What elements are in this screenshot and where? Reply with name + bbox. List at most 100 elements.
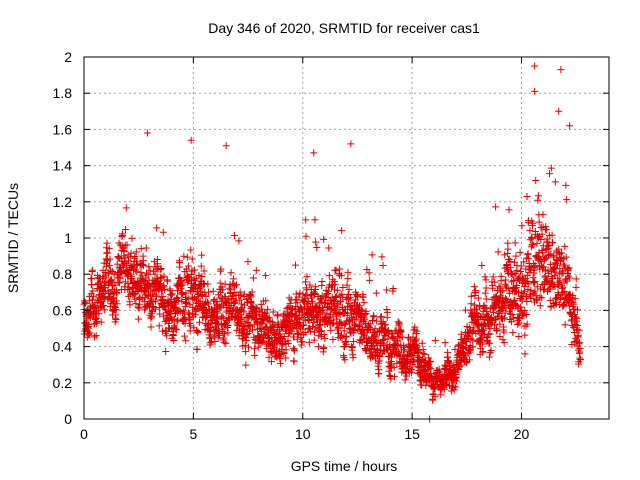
data-point (482, 276, 490, 284)
data-point (300, 321, 308, 329)
data-point (525, 280, 533, 288)
data-point (515, 319, 523, 327)
data-point (456, 363, 464, 371)
data-point (476, 303, 484, 311)
data-point (240, 308, 248, 316)
data-point (485, 353, 493, 361)
data-point (344, 268, 352, 276)
data-point (576, 344, 584, 352)
data-point (143, 129, 151, 137)
data-point (122, 225, 130, 233)
data-point (230, 299, 238, 307)
data-point (240, 290, 248, 298)
data-point (465, 356, 473, 364)
data-point (105, 261, 113, 269)
data-point (302, 216, 310, 224)
data-point (225, 314, 233, 322)
data-point (483, 308, 491, 316)
data-point (168, 290, 176, 298)
data-point (82, 299, 90, 307)
data-point (496, 320, 504, 328)
data-point (478, 261, 486, 269)
data-point (383, 308, 391, 316)
data-point (529, 274, 537, 282)
data-point (512, 269, 520, 277)
data-point (341, 320, 349, 328)
data-point (537, 236, 545, 244)
data-point (188, 255, 196, 263)
data-point (120, 247, 128, 255)
data-point (559, 289, 567, 297)
data-point (162, 347, 170, 355)
data-point (211, 337, 219, 345)
x-tick-label: 10 (295, 426, 311, 442)
data-point (539, 249, 547, 257)
data-point (530, 278, 538, 286)
data-point (449, 384, 457, 392)
data-point (351, 322, 359, 330)
data-point (496, 333, 504, 341)
data-point (503, 261, 511, 269)
data-point (237, 292, 245, 300)
data-point (109, 307, 117, 315)
data-point (509, 314, 517, 322)
data-point (205, 327, 213, 335)
data-point (193, 296, 201, 304)
data-point (575, 339, 583, 347)
data-point (508, 310, 516, 318)
data-point (241, 319, 249, 327)
data-point (312, 238, 320, 246)
data-point (164, 302, 172, 310)
data-point (411, 323, 419, 331)
data-point (453, 377, 461, 385)
data-point (394, 341, 402, 349)
data-point (132, 300, 140, 308)
data-point (112, 306, 120, 314)
data-point (211, 331, 219, 339)
data-point (116, 274, 124, 282)
data-point (142, 244, 150, 252)
data-point (184, 309, 192, 317)
data-point (253, 318, 261, 326)
data-point (509, 329, 517, 337)
data-point (329, 336, 337, 344)
data-point (365, 335, 373, 343)
data-point (89, 287, 97, 295)
data-point (482, 284, 490, 292)
data-point (333, 301, 341, 309)
data-point (142, 269, 150, 277)
data-point (360, 299, 368, 307)
data-point (315, 343, 323, 351)
data-point (465, 330, 473, 338)
data-point (470, 324, 478, 332)
data-point (170, 337, 178, 345)
data-point (323, 309, 331, 317)
data-point (194, 328, 202, 336)
data-point (282, 346, 290, 354)
data-point (554, 290, 562, 298)
data-point (538, 294, 546, 302)
data-point (254, 343, 262, 351)
data-point (180, 332, 188, 340)
data-point (503, 296, 511, 304)
data-point (247, 293, 255, 301)
data-point (501, 309, 509, 317)
data-point (178, 277, 186, 285)
data-point (455, 366, 463, 374)
data-point (118, 269, 126, 277)
data-point (387, 375, 395, 383)
data-point (187, 136, 195, 144)
data-point (368, 251, 376, 259)
data-point (499, 305, 507, 313)
data-point (242, 361, 250, 369)
data-point (334, 286, 342, 294)
data-point (550, 252, 558, 260)
data-point (362, 309, 370, 317)
y-tick-label: 0.4 (53, 339, 73, 355)
data-point (523, 298, 531, 306)
data-point (231, 282, 239, 290)
data-point (327, 326, 335, 334)
data-point (329, 276, 337, 284)
data-point (274, 311, 282, 319)
data-point (269, 322, 277, 330)
